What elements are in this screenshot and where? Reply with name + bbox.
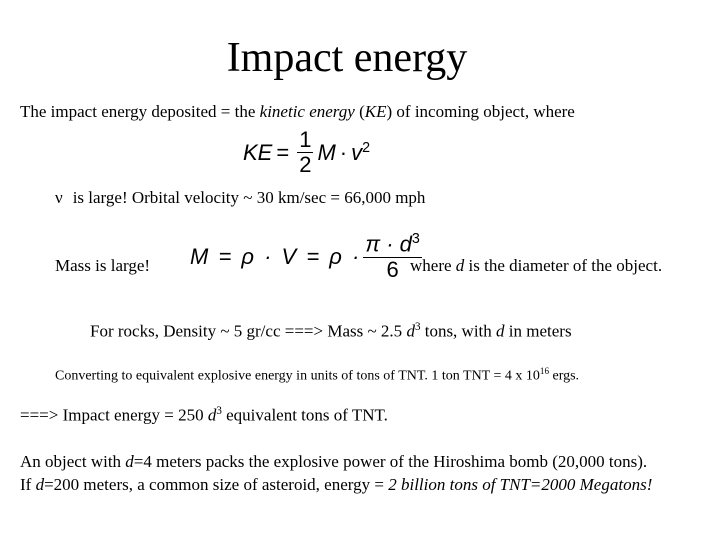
text: in meters	[504, 321, 572, 341]
text: ===> Impact energy = 250	[20, 405, 208, 425]
eq-text: π · d	[365, 231, 412, 257]
text: d	[455, 256, 465, 275]
text: For rocks, Density ~ 5 gr/cc ===> Mass ~…	[90, 321, 407, 341]
title: Impact energy	[226, 35, 468, 81]
text: d	[35, 475, 45, 494]
text: where	[410, 256, 456, 275]
eq-text: v	[351, 139, 363, 165]
intro-line: The impact energy deposited = the kineti…	[20, 102, 575, 122]
numerator: 1	[297, 127, 314, 154]
text: KE	[364, 102, 387, 121]
eq-text: ·	[339, 139, 348, 165]
mass-label: Mass is large!	[55, 256, 151, 275]
fraction: π · d3 6	[363, 231, 422, 282]
text: d	[125, 452, 134, 471]
text: Converting to equivalent explosive energ…	[55, 368, 540, 384]
text: 3	[216, 405, 222, 417]
text: (	[354, 102, 365, 121]
numerator: π · d3	[363, 231, 422, 258]
text: =4 meters packs the explosive power of t…	[133, 452, 648, 471]
text: 16	[539, 366, 549, 376]
example-line: An object with d=4 meters packs the expl…	[20, 452, 647, 472]
text: ) of incoming object, where	[386, 102, 575, 121]
velocity-line: ν is large! Orbital velocity ~ 30 km/sec …	[55, 188, 425, 208]
text: 3	[414, 321, 421, 333]
text: d	[207, 405, 217, 425]
eq-text: KE	[243, 139, 273, 165]
text: If	[20, 475, 36, 494]
eq-text: M	[317, 139, 336, 165]
text: The impact energy deposited = the	[20, 102, 260, 121]
conversion-line: Converting to equivalent explosive energ…	[55, 366, 579, 385]
energy-line: ===> Impact energy = 250 d3 equivalent t…	[20, 405, 388, 426]
text: kinetic energy	[259, 102, 355, 121]
eq-text: 2	[362, 140, 371, 156]
denominator: 2	[299, 152, 312, 178]
rocks-line: For rocks, Density ~ 5 gr/cc ===> Mass ~…	[90, 321, 572, 342]
text: tons, with	[420, 321, 497, 341]
text: equivalent tons of TNT.	[221, 405, 388, 425]
eq-text: M = ρ · V = ρ ·	[190, 243, 360, 269]
mass-equation: M = ρ · V = ρ · π · d3 6	[190, 231, 426, 282]
denominator: 6	[386, 256, 399, 282]
eq-text: =	[276, 139, 290, 165]
text: ergs.	[548, 368, 580, 384]
text: is the diameter of the object.	[464, 256, 663, 275]
text: =200 meters, a common size of asteroid, …	[44, 475, 389, 494]
mass-note: where d is the diameter of the object.	[410, 256, 662, 276]
eq-text: 3	[411, 231, 420, 247]
text: is large! Orbital velocity ~ 30 km/sec =…	[72, 188, 426, 207]
text: d	[406, 321, 415, 341]
text: ν	[55, 188, 63, 207]
text: 2 billion tons of TNT=2000 Megatons!	[388, 475, 653, 494]
text: An object with	[20, 452, 126, 471]
text: d	[496, 321, 505, 341]
example-line: If d=200 meters, a common size of astero…	[20, 475, 652, 495]
